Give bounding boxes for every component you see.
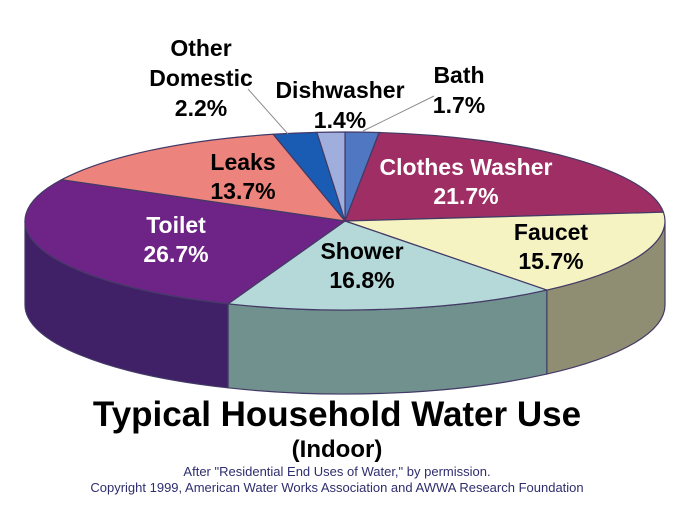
slice-value-text: 1.4%	[313, 107, 367, 133]
slice-label-text: Dishwasher	[275, 77, 405, 103]
slice-value-text: 1.7%	[432, 92, 486, 118]
slice-label-text: Other	[170, 35, 232, 61]
chart-subtitle: (Indoor)	[291, 436, 383, 463]
pie-slice-leaks	[60, 133, 346, 222]
slice-value-text: 13.7%	[210, 178, 276, 204]
chart-title: Typical Household Water Use	[92, 395, 582, 434]
slice-label-bath: Bath 1.7%	[433, 60, 485, 120]
slice-label-text: Leaks	[210, 149, 276, 175]
pie-slice-shower	[227, 220, 548, 311]
slice-value-text: 21.7%	[433, 183, 499, 209]
slice-label-clothes-washer: Clothes Washer 21.7%	[380, 153, 553, 211]
leader-line-other-domestic	[247, 88, 289, 135]
slice-value-text: 2.2%	[174, 95, 228, 121]
pie-slice-clothes-washer	[344, 131, 665, 222]
slice-label-text: Clothes Washer	[379, 154, 553, 180]
leader-line-bath	[362, 95, 435, 132]
slice-label-text: Domestic	[149, 65, 253, 91]
pie-slice-dishwasher	[316, 131, 346, 222]
slice-value-text: 26.7%	[143, 241, 209, 267]
slice-label-toilet: Toilet 26.7%	[143, 211, 208, 269]
slice-label-other-domestic: Other Domestic 2.2%	[149, 33, 253, 123]
slice-label-text: Faucet	[513, 219, 589, 245]
slice-label-text: Shower	[320, 238, 404, 264]
pie-slice-toilet	[24, 179, 346, 305]
slice-label-faucet: Faucet 15.7%	[514, 218, 588, 276]
slice-label-text: Bath	[433, 62, 485, 88]
leader-lines	[247, 88, 435, 135]
slice-label-shower: Shower 16.8%	[320, 237, 403, 295]
slice-label-text: Toilet	[146, 212, 206, 238]
pie-slice-faucet	[344, 211, 666, 291]
slice-label-dishwasher: Dishwasher 1.4%	[275, 75, 404, 135]
slice-value-text: 16.8%	[329, 267, 395, 293]
attribution-line-1: After "Residential End Uses of Water," b…	[183, 464, 491, 479]
pie-walls	[24, 220, 666, 395]
slice-label-leaks: Leaks 13.7%	[210, 148, 275, 206]
pie-slices	[24, 131, 666, 311]
slice-value-text: 15.7%	[518, 248, 584, 274]
attribution-line-2: Copyright 1999, American Water Works Ass…	[90, 480, 584, 495]
